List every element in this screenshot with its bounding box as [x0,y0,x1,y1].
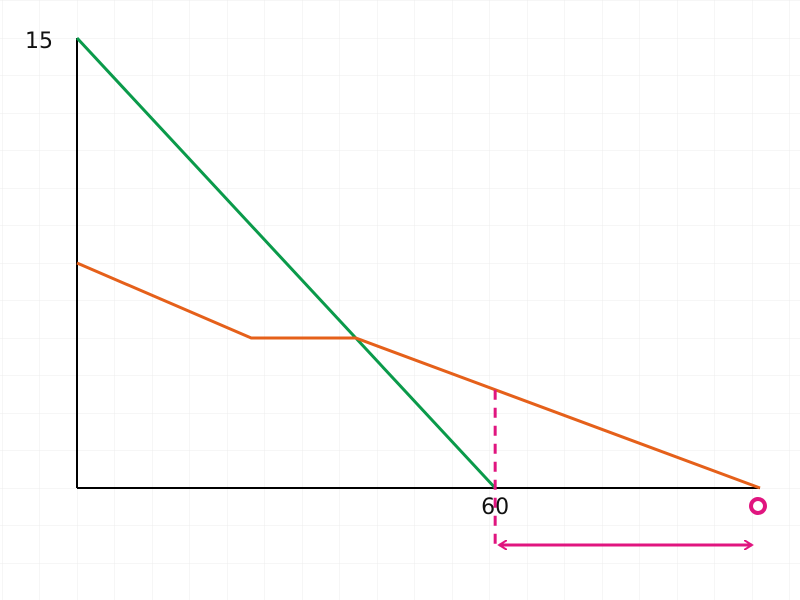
y-tick-label: 15 [25,29,53,54]
series-line [75,36,497,490]
end-point-marker [749,497,767,515]
series-line [76,261,761,490]
